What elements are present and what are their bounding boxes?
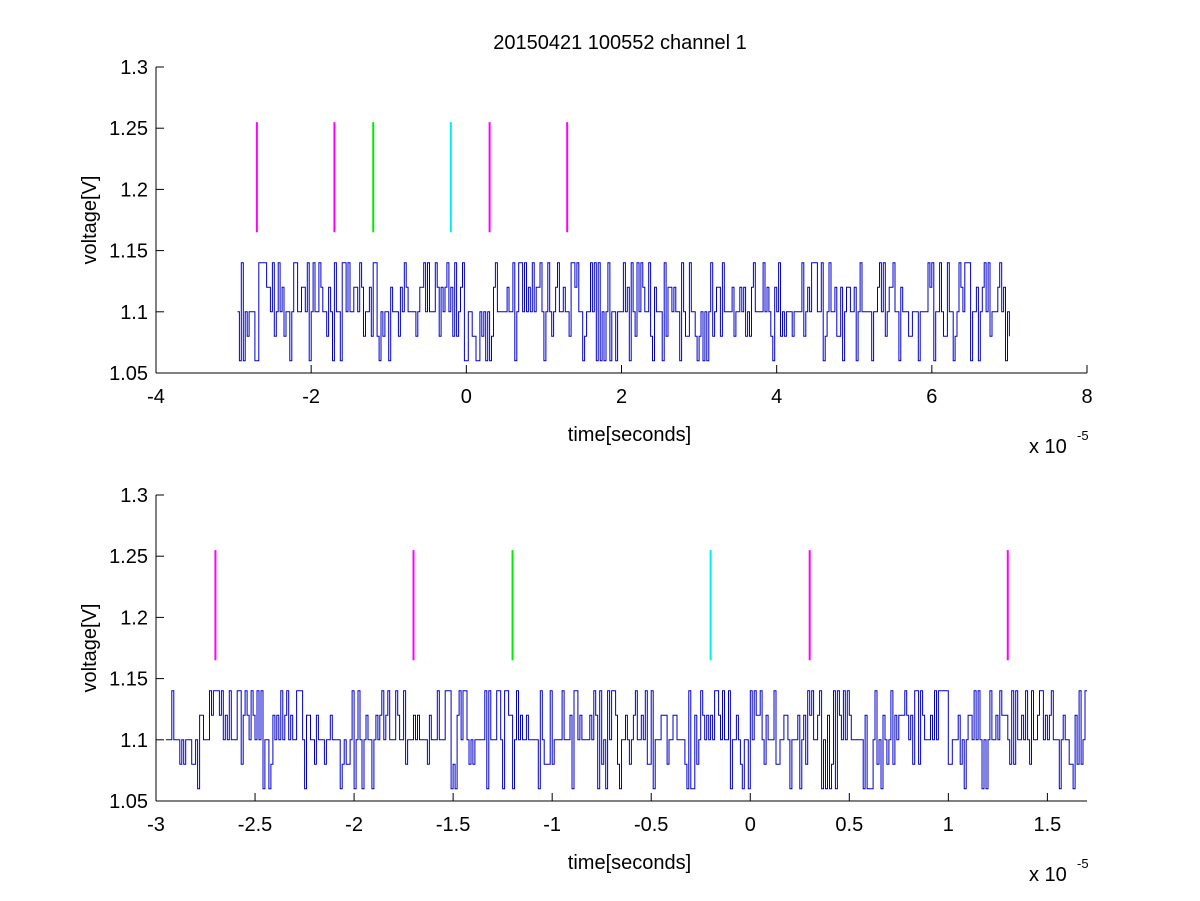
p1-x-tick-label: -1 [543, 814, 561, 836]
p0-x-axis-label: time[seconds] [568, 424, 691, 446]
p1-y-tick-label: 1.15 [109, 669, 148, 691]
p0-x-tick-label: -4 [147, 386, 165, 408]
p1-x-tick-label: -2 [345, 814, 363, 836]
p0-y-tick-label: 1.15 [109, 241, 148, 263]
p0-y-tick-label: 1.1 [120, 302, 148, 324]
p1-x-tick-label: 1 [943, 814, 954, 836]
p1-y-axis-label: voltage[V] [79, 604, 101, 693]
p0-y-tick-label: 1.05 [109, 363, 148, 385]
p0-x-tick-label: 0 [461, 386, 472, 408]
bottom-plot: -3 -2.5 -2 -1.5 -1 -0.5 0 0.5 1 1.5 1.05 1.1 1.15 1.2… [79, 485, 1089, 886]
p1-y-tick-label: 1.2 [120, 607, 148, 629]
p1-y-tick-label: 1.3 [120, 485, 148, 507]
p0-x-tick-label: 4 [771, 386, 782, 408]
p1-y-tick-label: 1.1 [120, 730, 148, 752]
p1-x-tick-label: 0.5 [835, 814, 863, 836]
p0-signal-trace [237, 262, 1010, 362]
p1-x-tick-label: -0.5 [634, 814, 668, 836]
p1-signal-trace [165, 690, 1087, 790]
p0-x-tick-label: 2 [616, 386, 627, 408]
p0-x-scale-exponent: -5 [1077, 428, 1089, 443]
p1-x-tick-label: 0 [745, 814, 756, 836]
p1-x-axis-label: time[seconds] [568, 852, 691, 874]
p1-x-tick-label: -2.5 [238, 814, 272, 836]
p1-y-tick-label: 1.25 [109, 546, 148, 568]
p0-y-axis-label: voltage[V] [79, 176, 101, 265]
p1-y-tick-label: 1.05 [109, 791, 148, 813]
top-plot: -4 -2 0 2 4 6 8 1.05 1.1 1.15 1.2 1.25 1.3 time[secon… [79, 57, 1093, 458]
chart-title: 20150421 100552 channel 1 [493, 32, 747, 54]
p0-y-tick-label: 1.2 [120, 179, 148, 201]
p0-x-scale-label: x 10 [1029, 436, 1067, 458]
p1-x-tick-label: -1.5 [436, 814, 470, 836]
p0-y-tick-label: 1.3 [120, 57, 148, 79]
p0-x-tick-label: 6 [926, 386, 937, 408]
p0-x-tick-label: -2 [302, 386, 320, 408]
p1-x-scale-exponent: -5 [1077, 856, 1089, 871]
p0-y-tick-label: 1.25 [109, 118, 148, 140]
p1-x-tick-label: 1.5 [1033, 814, 1061, 836]
p0-x-tick-label: 8 [1081, 386, 1092, 408]
p1-x-tick-label: -3 [147, 814, 165, 836]
p1-x-scale-label: x 10 [1029, 864, 1067, 886]
